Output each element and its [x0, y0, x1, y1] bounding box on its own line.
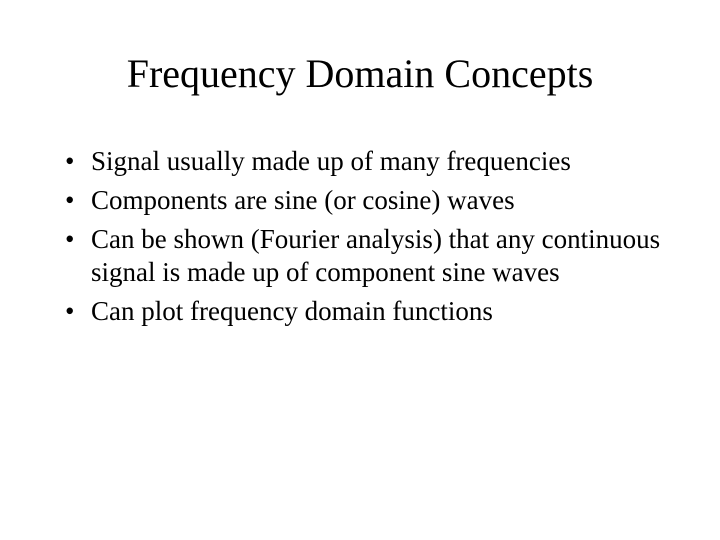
slide-title: Frequency Domain Concepts [55, 50, 665, 97]
list-item: Signal usually made up of many frequenci… [63, 145, 665, 178]
list-item: Components are sine (or cosine) waves [63, 184, 665, 217]
bullet-list: Signal usually made up of many frequenci… [55, 145, 665, 328]
list-item: Can plot frequency domain functions [63, 295, 665, 328]
slide-container: Frequency Domain Concepts Signal usually… [0, 0, 720, 540]
list-item: Can be shown (Fourier analysis) that any… [63, 223, 665, 289]
